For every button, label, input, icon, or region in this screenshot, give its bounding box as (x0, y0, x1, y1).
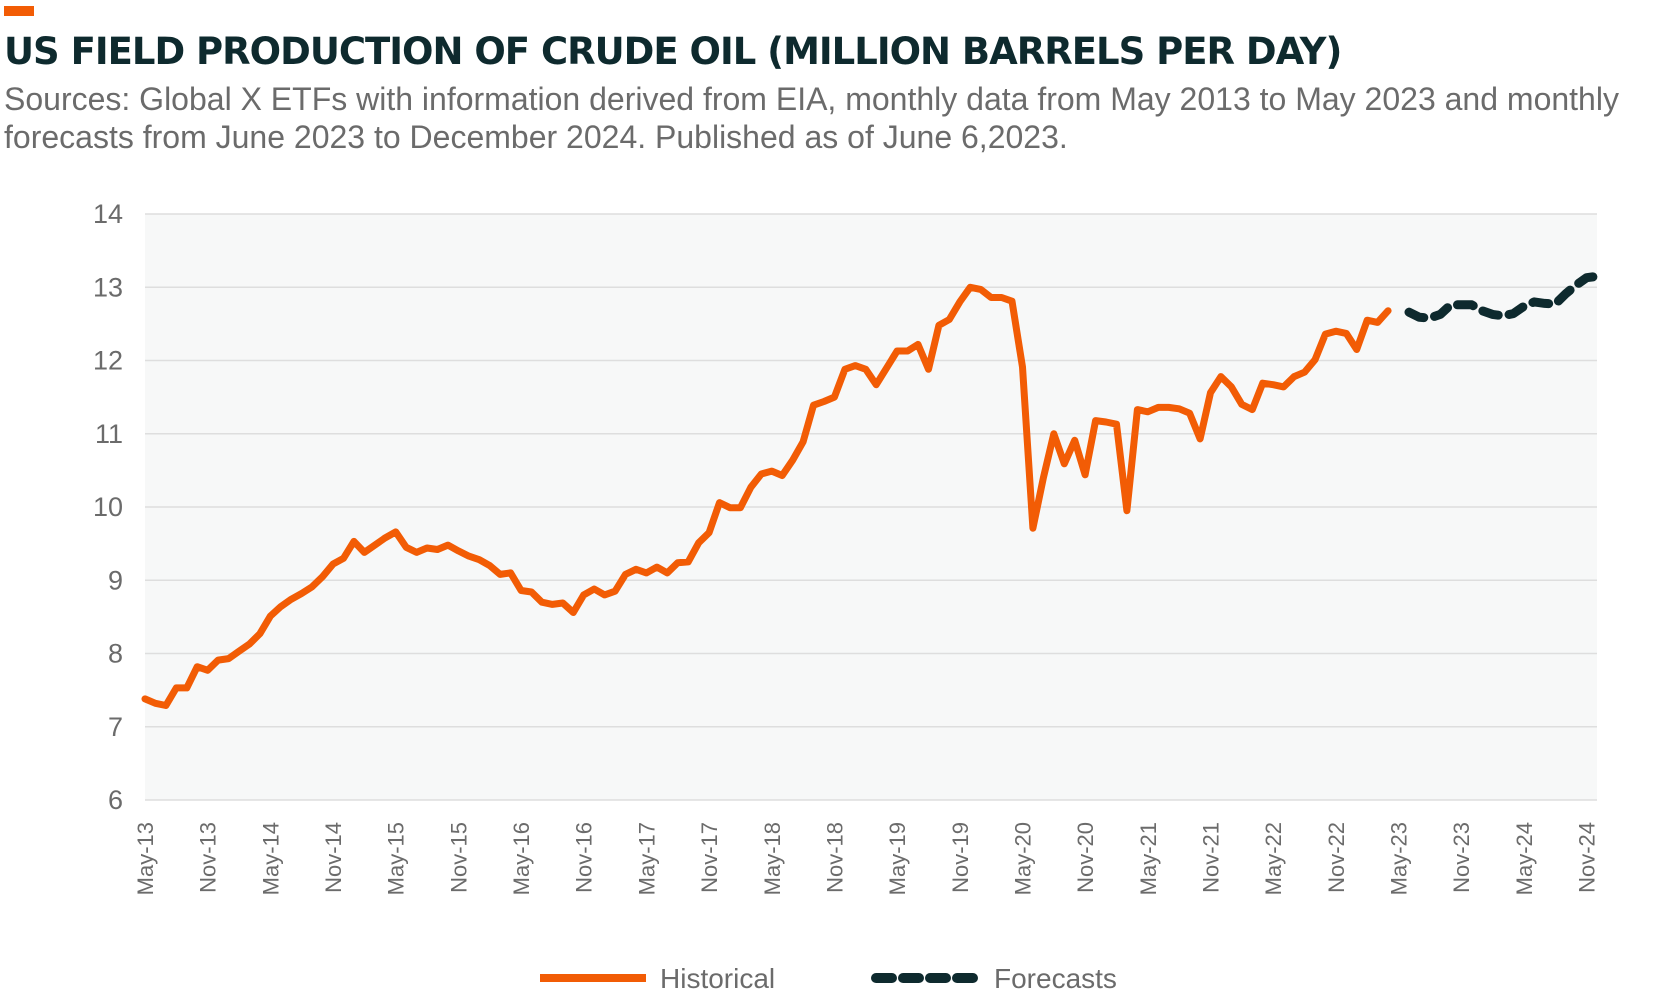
x-tick-label: May-13 (133, 822, 158, 895)
legend-label-historical: Historical (660, 963, 775, 994)
y-tick-label: 10 (93, 492, 123, 522)
y-tick-label: 6 (108, 785, 123, 815)
x-tick-label: May-18 (760, 822, 785, 895)
series-lines (141, 271, 1602, 709)
x-tick-label: May-19 (885, 822, 910, 895)
x-tick-label: May-22 (1261, 822, 1286, 895)
series-line-historical (141, 283, 1392, 709)
x-tick-label: Nov-19 (948, 822, 973, 893)
x-tick-label: Nov-15 (446, 822, 471, 893)
x-tick-label: Nov-20 (1073, 822, 1098, 893)
x-tick-label: Nov-13 (196, 822, 221, 893)
x-tick-label: May-20 (1010, 822, 1035, 895)
y-tick-label: 14 (93, 199, 123, 229)
title-accent-mark (4, 6, 34, 16)
x-tick-label: May-23 (1387, 822, 1412, 895)
x-tick-label: May-14 (258, 822, 283, 895)
x-axis-ticks: May-13 Nov-13 May-14 Nov-14 May-15 Nov-15 May-… (133, 822, 1600, 895)
y-tick-label: 12 (93, 346, 123, 376)
x-tick-label: May-24 (1512, 822, 1537, 895)
x-tick-label: Nov-17 (697, 822, 722, 893)
y-tick-label: 11 (95, 419, 123, 449)
x-tick-label: Nov-22 (1324, 822, 1349, 893)
x-tick-label: Nov-14 (321, 822, 346, 893)
legend-label-forecasts: Forecasts (994, 963, 1117, 994)
x-tick-label: May-17 (634, 822, 659, 895)
legend: Historical Forecasts (540, 963, 1117, 994)
chart-subtitle: Sources: Global X ETFs with information … (4, 81, 1619, 155)
x-tick-label: Nov-16 (572, 822, 597, 893)
y-tick-label: 8 (108, 639, 123, 669)
x-tick-label: Nov-23 (1449, 822, 1474, 893)
x-tick-label: May-16 (509, 822, 534, 895)
y-tick-label: 13 (93, 272, 123, 302)
series-line-forecasts (1404, 271, 1602, 323)
y-axis-ticks: 6 7 8 9 10 11 12 13 14 (93, 199, 123, 815)
y-tick-label: 9 (108, 565, 123, 595)
x-tick-label: Nov-18 (822, 822, 847, 893)
chart-title: US FIELD PRODUCTION OF CRUDE OIL (MILLIO… (4, 30, 1342, 73)
gridlines (145, 213, 1597, 801)
y-tick-label: 7 (108, 712, 123, 742)
x-tick-label: Nov-24 (1575, 822, 1600, 893)
x-tick-label: May-21 (1136, 822, 1161, 895)
x-tick-label: May-15 (384, 822, 409, 895)
x-tick-label: Nov-21 (1198, 822, 1223, 893)
